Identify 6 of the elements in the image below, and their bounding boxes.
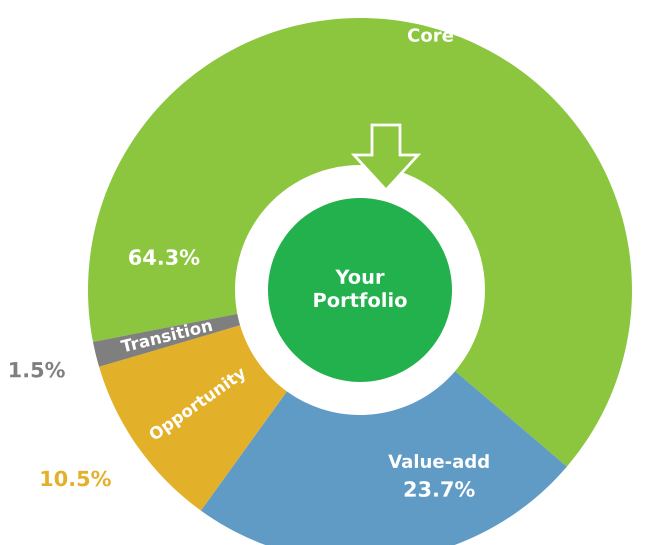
data-label: 10.5% — [42, 470, 111, 486]
data-label: 64.3% — [129, 249, 200, 265]
slice-label: Value-add — [388, 454, 489, 468]
data-label: 1.5% — [10, 362, 65, 378]
text: Your Portfolio — [314, 270, 407, 308]
data-label: 23.7% — [404, 481, 475, 497]
